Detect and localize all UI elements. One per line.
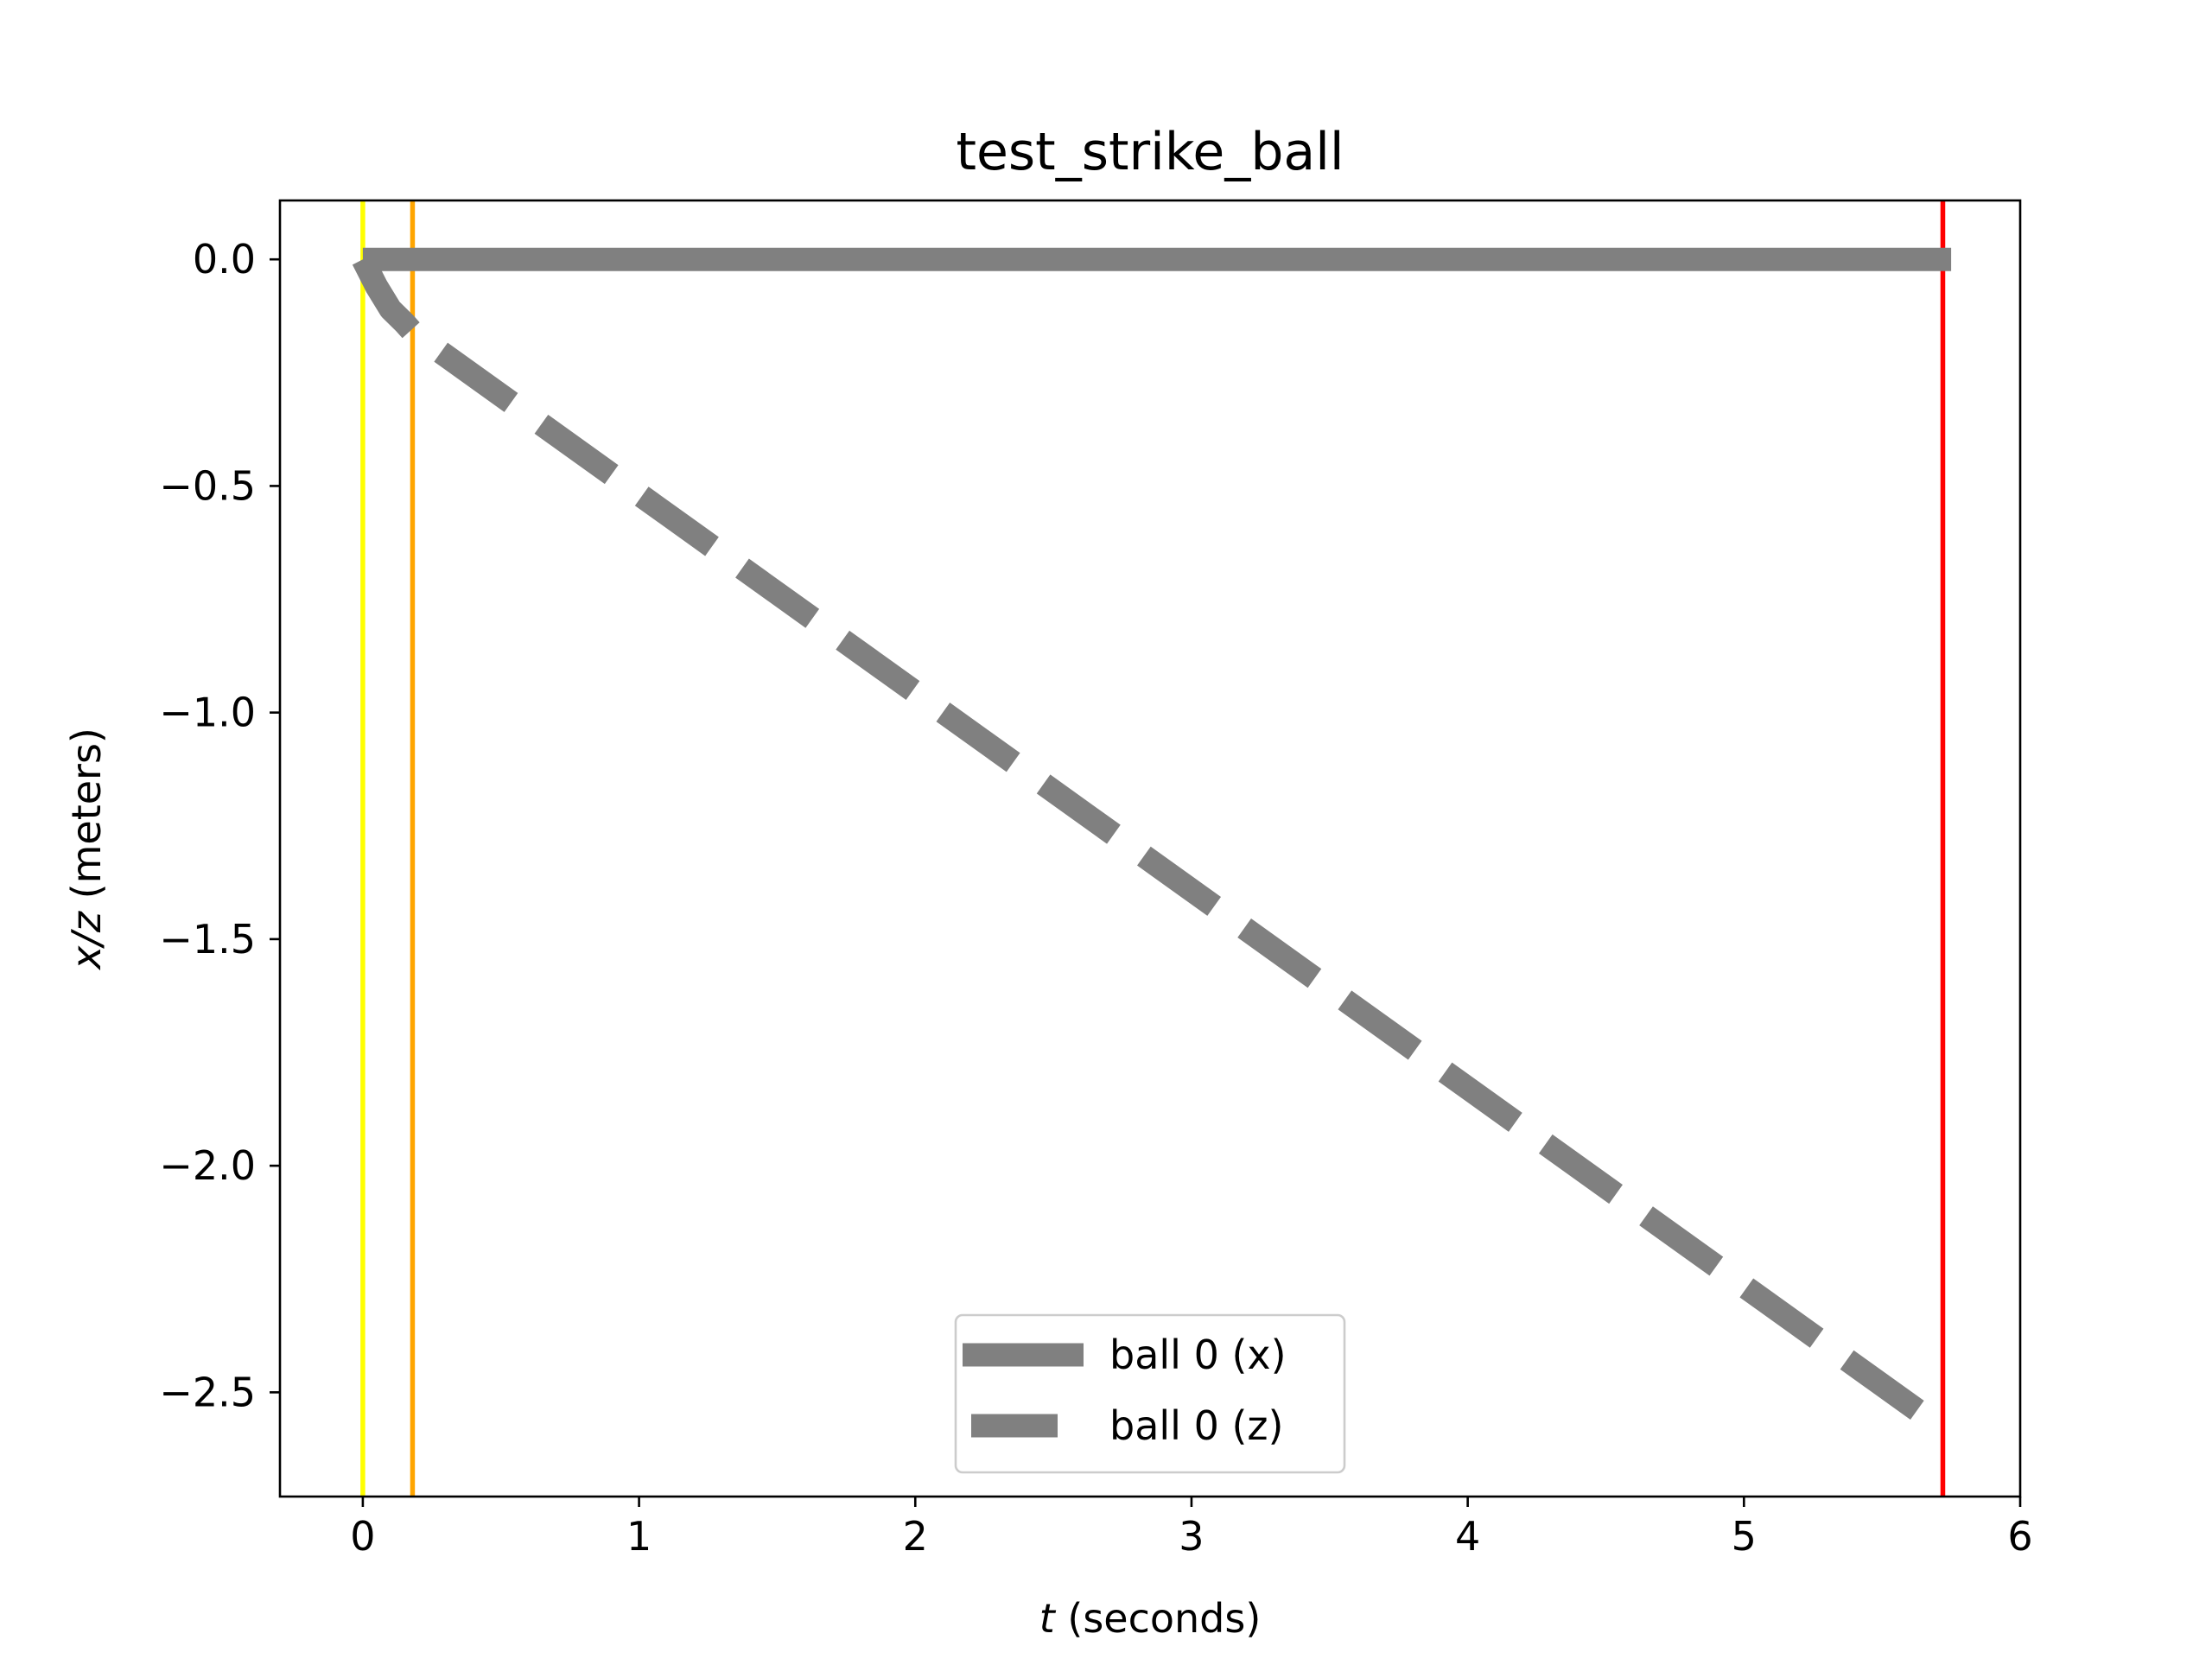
legend-label-ball-0-z: ball 0 (z) — [1109, 1402, 1284, 1449]
y-tick-label: −2.0 — [159, 1142, 256, 1189]
vertical-markers — [360, 200, 1946, 1497]
plot-frame — [278, 199, 2022, 1498]
x-tick-label: 6 — [2007, 1513, 2032, 1560]
y-axis-label-unit: (meters) — [63, 728, 110, 912]
x-axis-label: t (seconds) — [1039, 1595, 1262, 1642]
series-lines — [352, 247, 1952, 1439]
y-tick-label: −1.0 — [159, 690, 256, 736]
plot-area — [278, 199, 2022, 1498]
x-tick-label: 4 — [1455, 1513, 1480, 1560]
x-axis-label-var: t — [1039, 1595, 1057, 1642]
x-tick-label: 5 — [1732, 1513, 1757, 1560]
y-tick-label: 0.0 — [193, 236, 256, 283]
x-tick-label: 3 — [1179, 1513, 1204, 1560]
y-axis-label-var: x/z — [63, 911, 110, 971]
chart-title: test_strike_ball — [956, 122, 1344, 182]
series-line-ball-0-z — [352, 254, 1950, 1439]
y-axis-label: x/z (meters) — [63, 728, 110, 971]
y-tick-label: −2.5 — [159, 1369, 256, 1415]
x-tick-label: 1 — [626, 1513, 652, 1560]
y-axis: 0.0 −0.5 −1.0 −1.5 −2.0 −2.5 — [159, 236, 280, 1415]
x-tick-label: 0 — [350, 1513, 375, 1560]
x-axis: 0 1 2 3 4 5 6 — [350, 1497, 2033, 1560]
y-tick-label: −0.5 — [159, 462, 256, 509]
x-tick-label: 2 — [903, 1513, 928, 1560]
x-axis-label-unit: (seconds) — [1055, 1595, 1262, 1642]
legend-label-ball-0-x: ball 0 (x) — [1109, 1332, 1287, 1378]
legend: ball 0 (x) ball 0 (z) — [954, 1313, 1346, 1474]
y-tick-label: −1.5 — [159, 916, 256, 963]
